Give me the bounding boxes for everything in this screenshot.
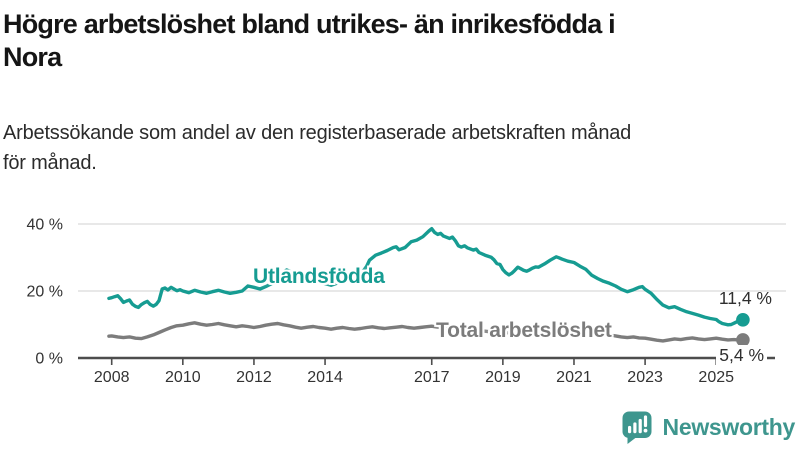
page-title-line2: Nora	[3, 42, 62, 72]
x-axis-label: 2025	[698, 369, 734, 386]
line-chart: 0 % 20 % 40 % 2008 2010 2012 2014 2017 2019 2021 2…	[27, 217, 786, 386]
x-axis-label: 2014	[307, 369, 343, 386]
x-axis-label: 2008	[94, 369, 130, 386]
series-end-dot-utlandsfodda	[736, 313, 750, 327]
chart-subtitle-line2: för månad.	[3, 152, 97, 174]
series-line-total	[107, 321, 745, 343]
series-label-total-arbetsloshet: Total arbetslöshet	[436, 319, 612, 342]
x-axis-label: 2012	[236, 369, 272, 386]
x-axis-label: 2010	[165, 369, 201, 386]
newsworthy-logo-icon	[622, 411, 652, 444]
brand-footer: Newsworthy	[619, 409, 795, 446]
logo-bars-icon	[627, 415, 647, 434]
logo-exclamation-dot-icon	[643, 428, 647, 433]
series-label-utlandsfodda: Utlandsfödda	[253, 265, 385, 288]
x-axis-label: 2021	[556, 369, 592, 386]
chart-subtitle-line1: Arbetssökande som andel av den registerb…	[3, 122, 632, 144]
series-end-dot-total	[736, 333, 750, 347]
page-title-line1: Högre arbetslöshet bland utrikes- än inr…	[3, 9, 616, 39]
y-axis-label: 40 %	[27, 217, 63, 234]
end-value-utlandsfodda: 11,4 %	[718, 288, 772, 308]
end-value-total: 5,4 %	[716, 345, 767, 366]
page-title: Högre arbetslöshet bland utrikes- än inr…	[3, 8, 787, 74]
series-line-utlandsfodda	[107, 227, 745, 327]
y-axis-label: 20 %	[27, 284, 63, 301]
x-axis-label: 2019	[485, 369, 521, 386]
chart-subtitle: Arbetssökande som andel av den registerb…	[3, 118, 795, 178]
brand-name: Newsworthy	[662, 414, 796, 440]
y-axis-label: 0 %	[35, 351, 63, 368]
x-axis-label: 2017	[414, 369, 450, 386]
x-axis-label: 2023	[627, 369, 663, 386]
